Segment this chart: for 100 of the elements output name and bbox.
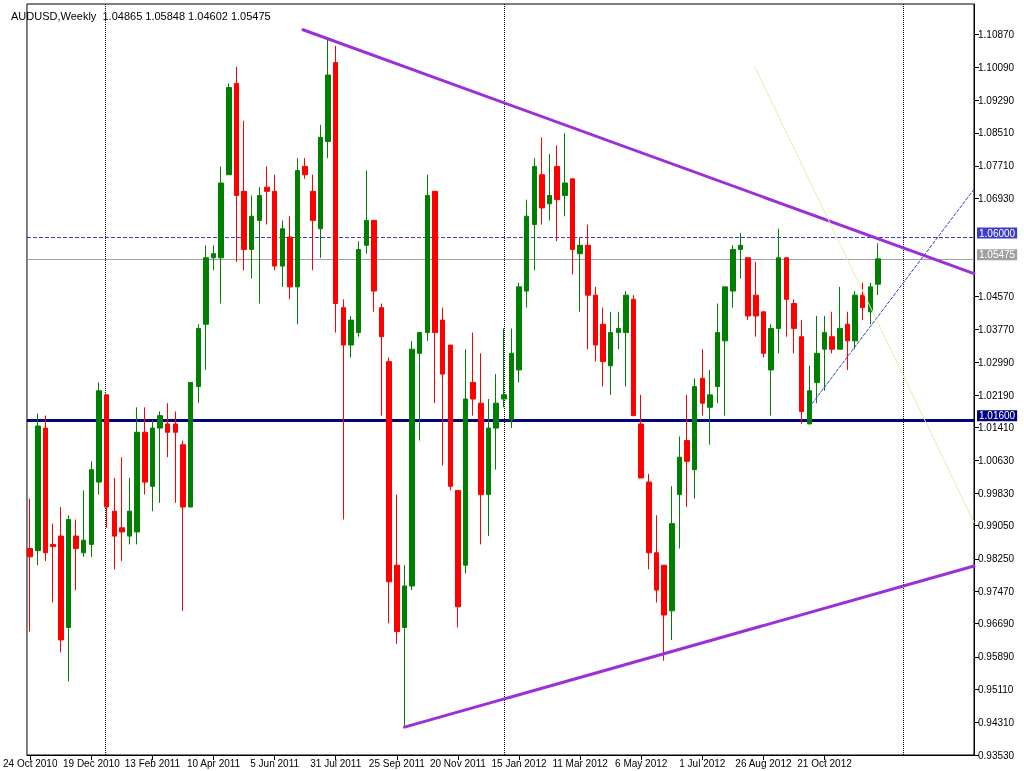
candlestick — [226, 82, 232, 176]
candlestick — [577, 236, 583, 313]
text: AUDUSD,Weekly 1.04865 1.05848 1.04602 1.05475 — [11, 9, 271, 22]
candlestick — [852, 290, 858, 350]
candlestick — [203, 244, 209, 371]
candlestick — [211, 244, 216, 271]
candlestick — [196, 323, 201, 404]
candlestick — [868, 282, 873, 325]
candlestick — [875, 242, 881, 296]
candlestick — [280, 219, 285, 288]
candlestick — [333, 45, 338, 334]
candlestick — [127, 477, 132, 545]
candlestick — [822, 315, 827, 392]
y-tick-label: 1.08510 — [978, 127, 1015, 139]
candlestick — [745, 257, 751, 321]
candlestick — [638, 394, 644, 479]
candlestick — [356, 240, 361, 338]
y-tick-label: 1.09290 — [978, 94, 1015, 106]
candlestick — [104, 394, 109, 529]
x-tick-label: 10 Apr 2011 — [186, 757, 241, 769]
y-tick-label: 1.10090 — [978, 61, 1015, 73]
candlestick — [295, 157, 300, 325]
ref-line-label: 1.06000 — [979, 227, 1016, 239]
candlestick — [654, 514, 659, 604]
candlestick — [692, 377, 697, 500]
candlestick — [761, 311, 766, 358]
candlestick — [180, 440, 186, 612]
y-tick-label: 1.10870 — [978, 29, 1015, 41]
candlestick — [669, 485, 675, 641]
candlestick — [715, 302, 720, 404]
candlestick — [616, 311, 621, 350]
candlestick — [325, 37, 331, 159]
y-tick-label: 0.94310 — [978, 717, 1015, 729]
candlestick — [463, 348, 468, 574]
candlestick — [66, 514, 71, 682]
candlestick — [364, 170, 369, 255]
y-tick-label: 1.02190 — [978, 389, 1015, 401]
candlestick — [700, 348, 705, 417]
candlestick — [509, 327, 514, 429]
candlestick — [722, 286, 728, 417]
candlestick — [776, 228, 781, 354]
y-tick-label: 0.93530 — [978, 749, 1015, 761]
y-tick-label: 0.99830 — [978, 487, 1015, 499]
candlestick — [165, 402, 170, 458]
candlestick — [493, 373, 499, 471]
candlestick — [837, 286, 843, 350]
candlestick — [455, 489, 461, 628]
candlestick — [684, 394, 690, 508]
candlestick — [264, 165, 270, 226]
candlestick — [860, 282, 865, 321]
candlestick — [394, 494, 400, 645]
candlestick — [845, 311, 850, 371]
candlestick — [478, 352, 484, 545]
candlestick — [402, 564, 407, 728]
candlestick — [287, 215, 293, 300]
y-tick-label: 1.00630 — [978, 454, 1015, 466]
candlestick — [173, 410, 178, 504]
candlestick — [730, 244, 736, 309]
candlestick — [409, 340, 415, 591]
candlestick — [371, 219, 377, 313]
candlestick — [524, 199, 529, 309]
candlestick — [150, 419, 155, 512]
x-tick-label: 11 Mar 2012 — [552, 757, 609, 769]
candlestick — [73, 518, 79, 591]
x-tick-label: 13 Feb 2011 — [124, 757, 181, 769]
candlestick — [89, 460, 94, 558]
candlestick — [738, 232, 743, 280]
candlestick — [646, 473, 652, 570]
y-tick-label: 0.98250 — [978, 553, 1015, 565]
candlestick — [81, 489, 86, 558]
y-tick-label: 0.95890 — [978, 651, 1015, 663]
candlestick — [234, 66, 239, 263]
candlestick — [623, 290, 629, 388]
candlestick — [432, 190, 438, 404]
ref-line-label: 1.05475 — [979, 249, 1016, 261]
ref-line-label: 1.01600 — [979, 410, 1016, 422]
x-tick-label: 15 Jan 2012 — [491, 757, 547, 769]
candlestick — [425, 174, 430, 342]
candlestick — [386, 356, 392, 624]
candlestick — [218, 165, 224, 304]
x-tick-label: 20 Nov 2011 — [429, 757, 487, 769]
candlestick — [753, 261, 759, 338]
y-tick-label: 1.06930 — [978, 192, 1015, 204]
candlestick — [341, 298, 346, 520]
candlestick — [570, 178, 575, 275]
candlestick — [310, 174, 316, 271]
candlestick — [142, 406, 148, 496]
candlestick — [112, 477, 117, 570]
candlestick — [241, 120, 247, 271]
candlestick — [791, 298, 797, 354]
candlestick — [501, 327, 507, 408]
y-tick-label: 1.02990 — [978, 356, 1015, 368]
candlestick — [134, 406, 140, 545]
candlestick — [272, 174, 277, 271]
candlestick — [50, 523, 56, 604]
candlestick — [532, 157, 537, 271]
y-tick-label: 1.03770 — [978, 324, 1015, 336]
candlestick — [707, 369, 713, 446]
candlestick — [486, 398, 491, 537]
candlestick — [348, 315, 354, 358]
